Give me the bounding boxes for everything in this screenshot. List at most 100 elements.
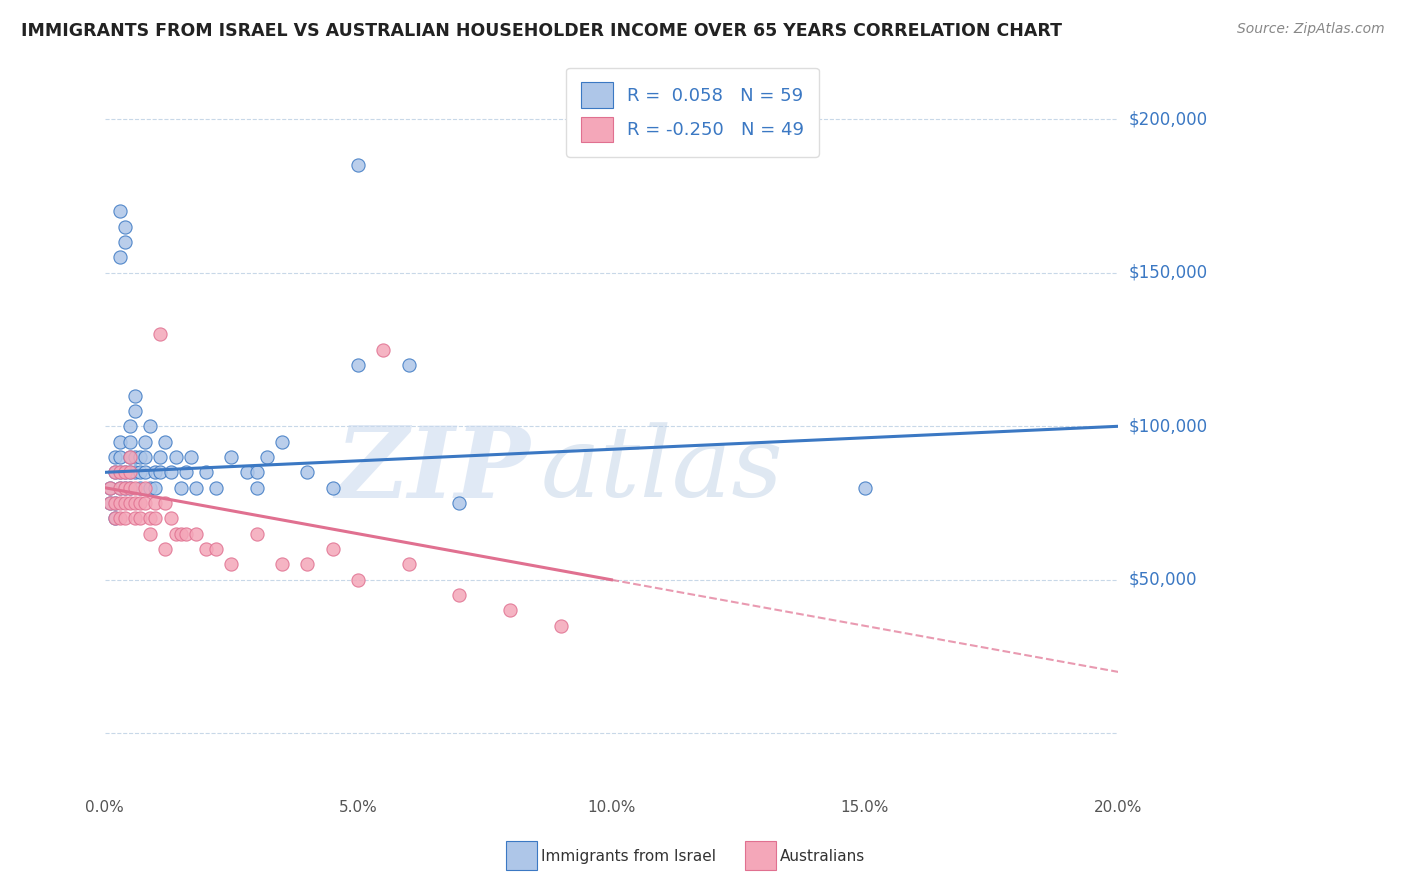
Point bbox=[165, 526, 187, 541]
Point bbox=[139, 511, 162, 525]
Text: atlas: atlas bbox=[540, 423, 783, 517]
Point bbox=[297, 558, 319, 572]
Point bbox=[124, 388, 146, 402]
Point bbox=[180, 450, 202, 464]
Text: $150,000: $150,000 bbox=[1129, 264, 1208, 282]
Point bbox=[853, 481, 876, 495]
Point bbox=[98, 496, 121, 510]
Point bbox=[104, 511, 127, 525]
Point bbox=[129, 466, 152, 480]
Point bbox=[108, 466, 131, 480]
Point bbox=[118, 434, 141, 449]
Point bbox=[155, 434, 177, 449]
Point bbox=[550, 619, 572, 633]
Point bbox=[184, 481, 207, 495]
Point bbox=[114, 466, 136, 480]
Point bbox=[108, 204, 131, 219]
Point bbox=[134, 450, 156, 464]
Point bbox=[118, 450, 141, 464]
Point bbox=[118, 496, 141, 510]
Point bbox=[124, 404, 146, 418]
Point bbox=[205, 542, 228, 557]
Text: Immigrants from Israel: Immigrants from Israel bbox=[541, 849, 716, 863]
Point bbox=[114, 481, 136, 495]
Point bbox=[347, 358, 370, 372]
Point bbox=[184, 526, 207, 541]
Point bbox=[143, 466, 166, 480]
Point bbox=[134, 466, 156, 480]
Point bbox=[499, 603, 522, 617]
Point bbox=[221, 558, 243, 572]
Point bbox=[155, 496, 177, 510]
Point bbox=[108, 434, 131, 449]
Point bbox=[347, 573, 370, 587]
Point bbox=[108, 481, 131, 495]
Point bbox=[398, 358, 420, 372]
Point bbox=[114, 235, 136, 249]
Point bbox=[149, 466, 172, 480]
Point bbox=[149, 327, 172, 342]
Point bbox=[373, 343, 395, 357]
Point bbox=[104, 496, 127, 510]
Point bbox=[104, 511, 127, 525]
Point bbox=[322, 542, 344, 557]
Point bbox=[155, 542, 177, 557]
Point bbox=[134, 481, 156, 495]
Text: Source: ZipAtlas.com: Source: ZipAtlas.com bbox=[1237, 22, 1385, 37]
Point bbox=[129, 450, 152, 464]
Point bbox=[322, 481, 344, 495]
Point bbox=[118, 450, 141, 464]
Point bbox=[104, 466, 127, 480]
Point bbox=[159, 511, 181, 525]
Text: IMMIGRANTS FROM ISRAEL VS AUSTRALIAN HOUSEHOLDER INCOME OVER 65 YEARS CORRELATIO: IMMIGRANTS FROM ISRAEL VS AUSTRALIAN HOU… bbox=[21, 22, 1062, 40]
Point bbox=[170, 481, 193, 495]
Point bbox=[129, 496, 152, 510]
Point bbox=[98, 481, 121, 495]
Point bbox=[139, 419, 162, 434]
Point bbox=[104, 496, 127, 510]
Point bbox=[205, 481, 228, 495]
Point bbox=[114, 219, 136, 234]
Point bbox=[108, 466, 131, 480]
Text: $200,000: $200,000 bbox=[1129, 111, 1208, 128]
Point bbox=[271, 558, 294, 572]
Point bbox=[114, 496, 136, 510]
Point bbox=[235, 466, 257, 480]
Point bbox=[98, 481, 121, 495]
Point bbox=[104, 450, 127, 464]
Point bbox=[246, 526, 269, 541]
Point bbox=[118, 481, 141, 495]
Point bbox=[98, 496, 121, 510]
Point bbox=[139, 526, 162, 541]
Point bbox=[118, 466, 141, 480]
Point bbox=[114, 466, 136, 480]
Point bbox=[118, 481, 141, 495]
Point bbox=[124, 481, 146, 495]
Legend: R =  0.058   N = 59, R = -0.250   N = 49: R = 0.058 N = 59, R = -0.250 N = 49 bbox=[567, 68, 818, 157]
Point bbox=[139, 481, 162, 495]
Point bbox=[174, 466, 197, 480]
Point bbox=[108, 481, 131, 495]
Point bbox=[221, 450, 243, 464]
Point bbox=[165, 450, 187, 464]
Text: ZIP: ZIP bbox=[336, 422, 530, 518]
Point bbox=[129, 481, 152, 495]
Point bbox=[149, 450, 172, 464]
Point bbox=[134, 434, 156, 449]
Point bbox=[174, 526, 197, 541]
Point bbox=[347, 158, 370, 172]
Point bbox=[124, 450, 146, 464]
Point bbox=[124, 496, 146, 510]
Point bbox=[104, 466, 127, 480]
Point bbox=[246, 466, 269, 480]
Point bbox=[108, 251, 131, 265]
Point bbox=[114, 481, 136, 495]
Point bbox=[114, 511, 136, 525]
Point bbox=[170, 526, 193, 541]
Point bbox=[159, 466, 181, 480]
Text: $50,000: $50,000 bbox=[1129, 571, 1197, 589]
Point bbox=[256, 450, 278, 464]
Point bbox=[246, 481, 269, 495]
Point bbox=[398, 558, 420, 572]
Point bbox=[195, 466, 218, 480]
